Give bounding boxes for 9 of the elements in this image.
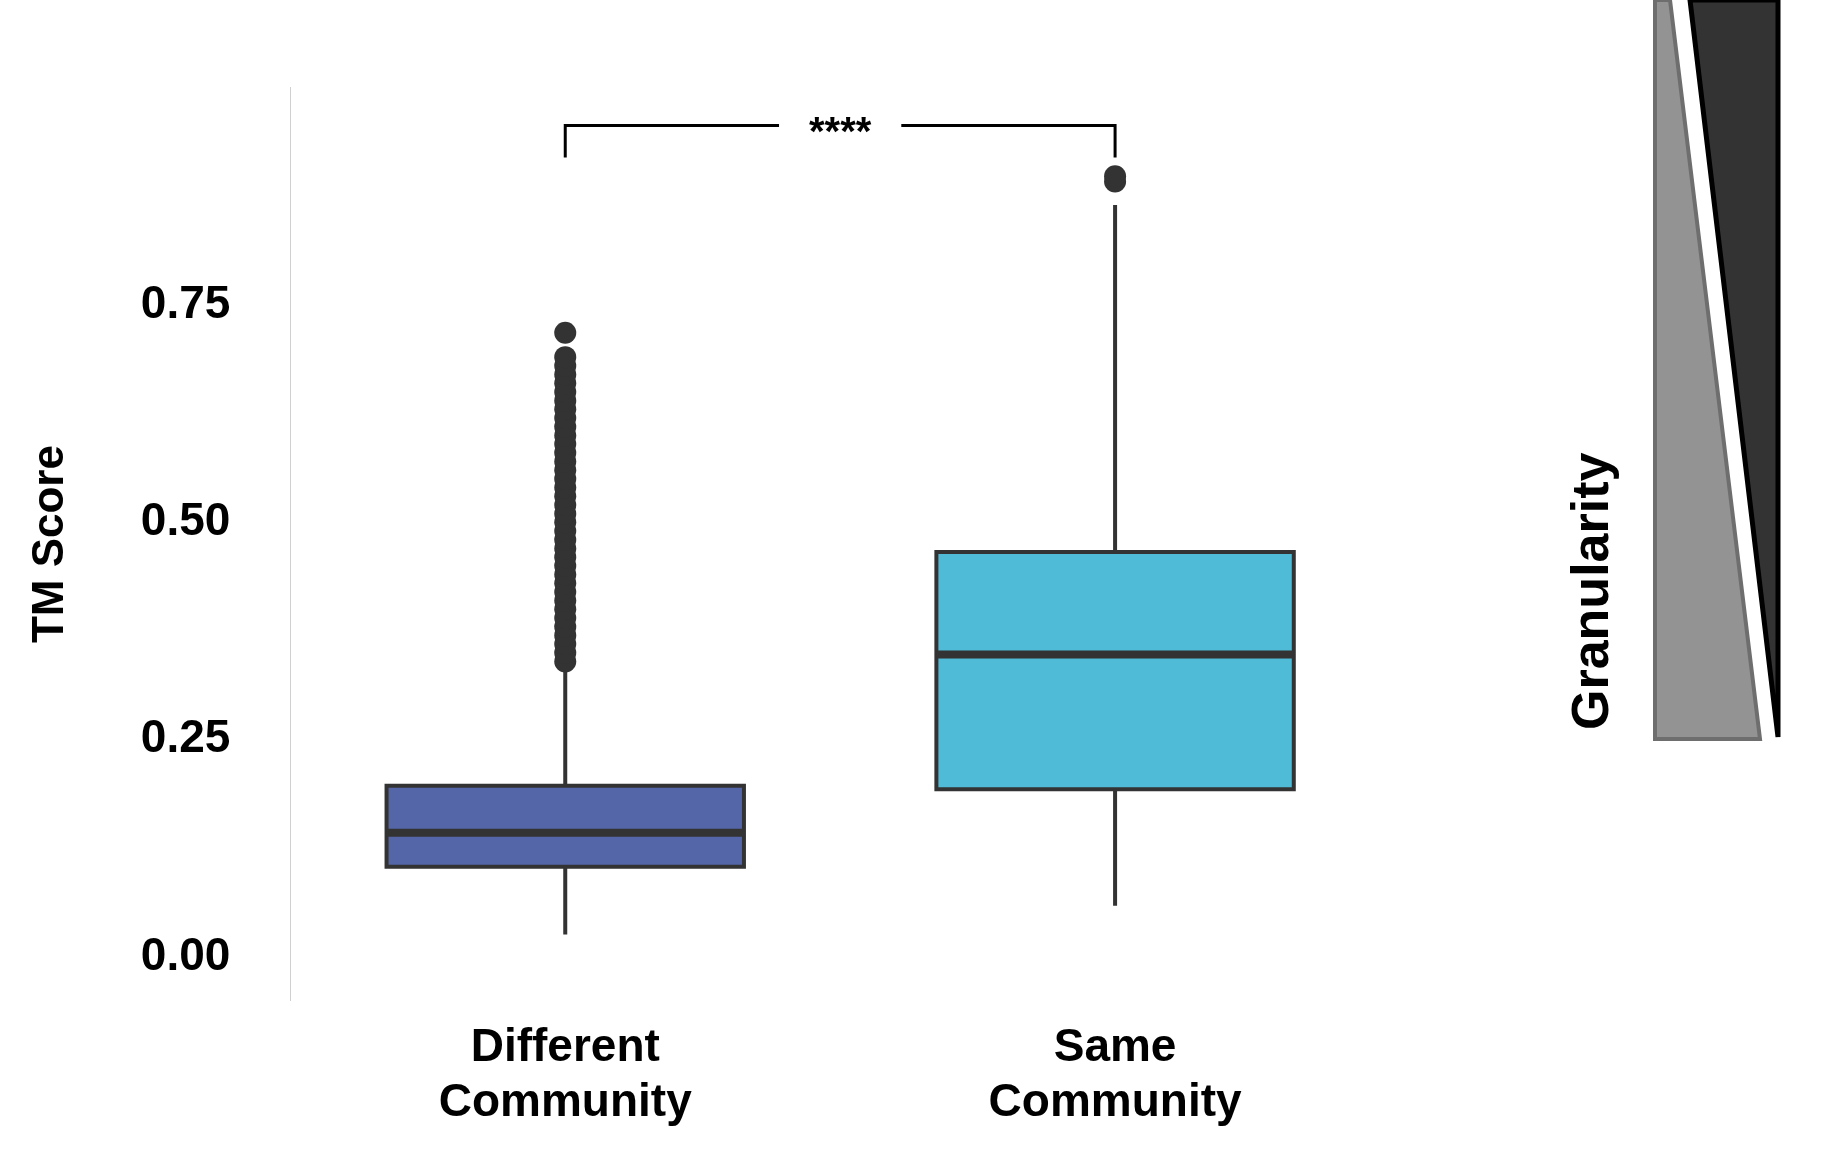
text: Granularity bbox=[1560, 451, 1620, 730]
x-tick-label: Same Community bbox=[988, 1018, 1242, 1127]
y-axis-title: TM Score bbox=[22, 445, 72, 644]
y-tick-label: 0.25 bbox=[140, 710, 231, 763]
y-tick-label: 0.00 bbox=[140, 927, 231, 980]
annotation: **** bbox=[809, 108, 872, 153]
y-tick-label: 0.50 bbox=[140, 493, 231, 546]
y-tick-label: 0.75 bbox=[140, 275, 231, 328]
x-tick-label: Different Community bbox=[438, 1018, 693, 1127]
